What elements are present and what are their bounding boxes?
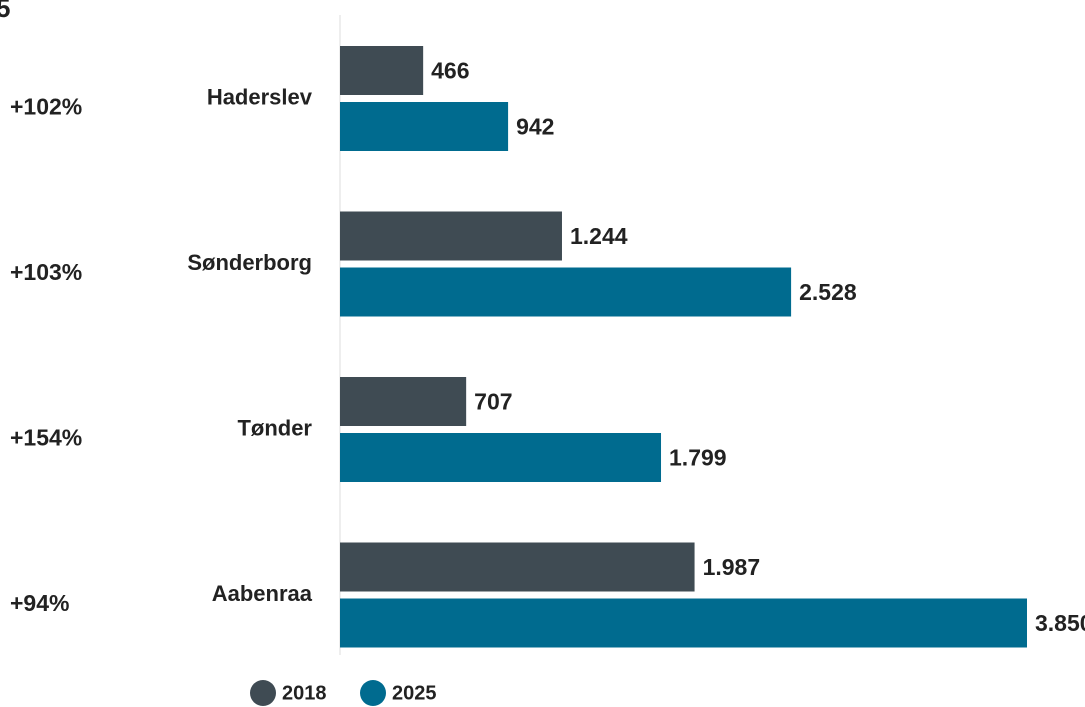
bar bbox=[340, 211, 562, 261]
header: 5 bbox=[0, 0, 10, 23]
bar bbox=[340, 267, 792, 317]
legend-swatch bbox=[250, 680, 276, 706]
bar bbox=[340, 433, 662, 482]
legend-swatch bbox=[360, 680, 386, 706]
legend-label: 2025 bbox=[392, 682, 437, 704]
value-label: 1.244 bbox=[570, 223, 628, 249]
value-label: 3.850 bbox=[1035, 610, 1085, 636]
value-label: 2.528 bbox=[799, 279, 857, 305]
value-label: 942 bbox=[516, 114, 554, 140]
bar bbox=[340, 46, 424, 95]
change-annotation: +154% bbox=[10, 425, 82, 451]
value-label: 1.799 bbox=[669, 445, 727, 471]
change-annotation: +103% bbox=[10, 259, 82, 285]
bar bbox=[340, 377, 467, 426]
category-label: Sønderborg bbox=[187, 250, 312, 275]
change-annotation: +102% bbox=[10, 94, 82, 120]
bar bbox=[340, 598, 1027, 648]
bar bbox=[340, 542, 695, 592]
legend-label: 2018 bbox=[282, 682, 327, 704]
value-label: 1.987 bbox=[703, 554, 761, 580]
change-annotation: +94% bbox=[10, 590, 69, 616]
value-label: 466 bbox=[431, 58, 469, 84]
category-label: Aabenraa bbox=[212, 581, 313, 606]
category-label: Haderslev bbox=[207, 84, 313, 109]
category-label: Tønder bbox=[237, 415, 312, 440]
bar bbox=[340, 102, 509, 151]
value-label: 707 bbox=[474, 389, 512, 415]
